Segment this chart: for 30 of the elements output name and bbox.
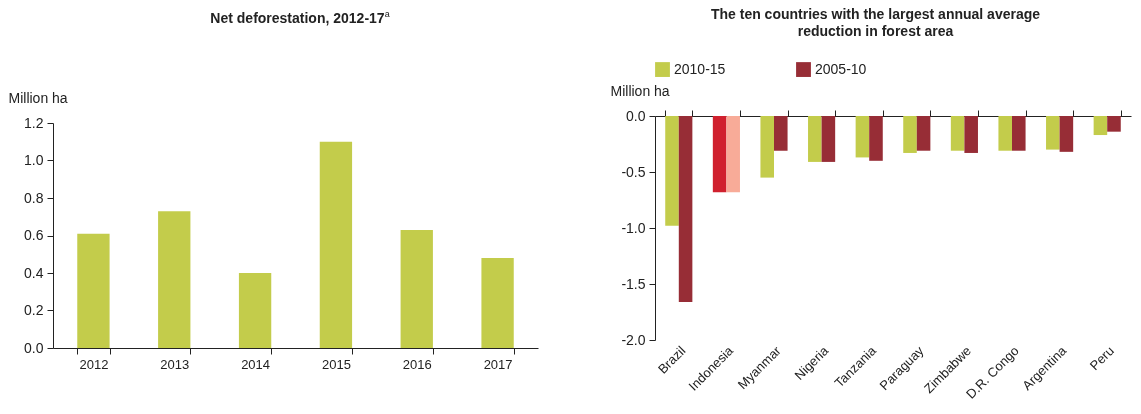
x-tick-label: 2012 (79, 356, 109, 372)
y-tick-label: 1.0 (24, 151, 44, 168)
y-tick-label: 1.2 (24, 114, 44, 131)
y-tick-label: 0.6 (24, 226, 44, 243)
y-tick-label: -0.5 (621, 163, 646, 180)
y-tick-label: -1.5 (621, 275, 646, 292)
x-tick-label: 2014 (241, 356, 271, 372)
x-tick-label: 2013 (160, 356, 190, 372)
bar (77, 233, 110, 348)
bar (481, 257, 514, 348)
y-tick-label: 0.0 (626, 107, 646, 124)
legend-label: 2005-10 (815, 60, 867, 77)
bar (400, 229, 433, 348)
y-tick-label: 0.0 (24, 339, 44, 356)
bar (238, 272, 272, 348)
x-tick-label: 2017 (483, 356, 513, 372)
chart-title: The ten countries with the largest annual average reduction in forest area (709, 6, 1042, 40)
chart-title: Net deforestation, 2012-17$^{a}$ (209, 8, 390, 27)
y-tick-label: -1.0 (621, 219, 646, 236)
y-tick-label: 0.2 (24, 301, 44, 318)
y-axis-title: Million ha (610, 82, 670, 99)
x-tick-label: 2016 (402, 356, 432, 372)
legend-label: 2010-15 (674, 60, 726, 77)
x-tick-label: 2015 (321, 356, 351, 372)
y-tick-label: -2.0 (621, 331, 646, 348)
bar (158, 210, 191, 348)
y-tick-label: 0.8 (24, 189, 44, 206)
y-axis-title: Million ha (8, 89, 68, 106)
y-tick-label: 0.4 (24, 264, 44, 281)
bar (319, 141, 353, 348)
